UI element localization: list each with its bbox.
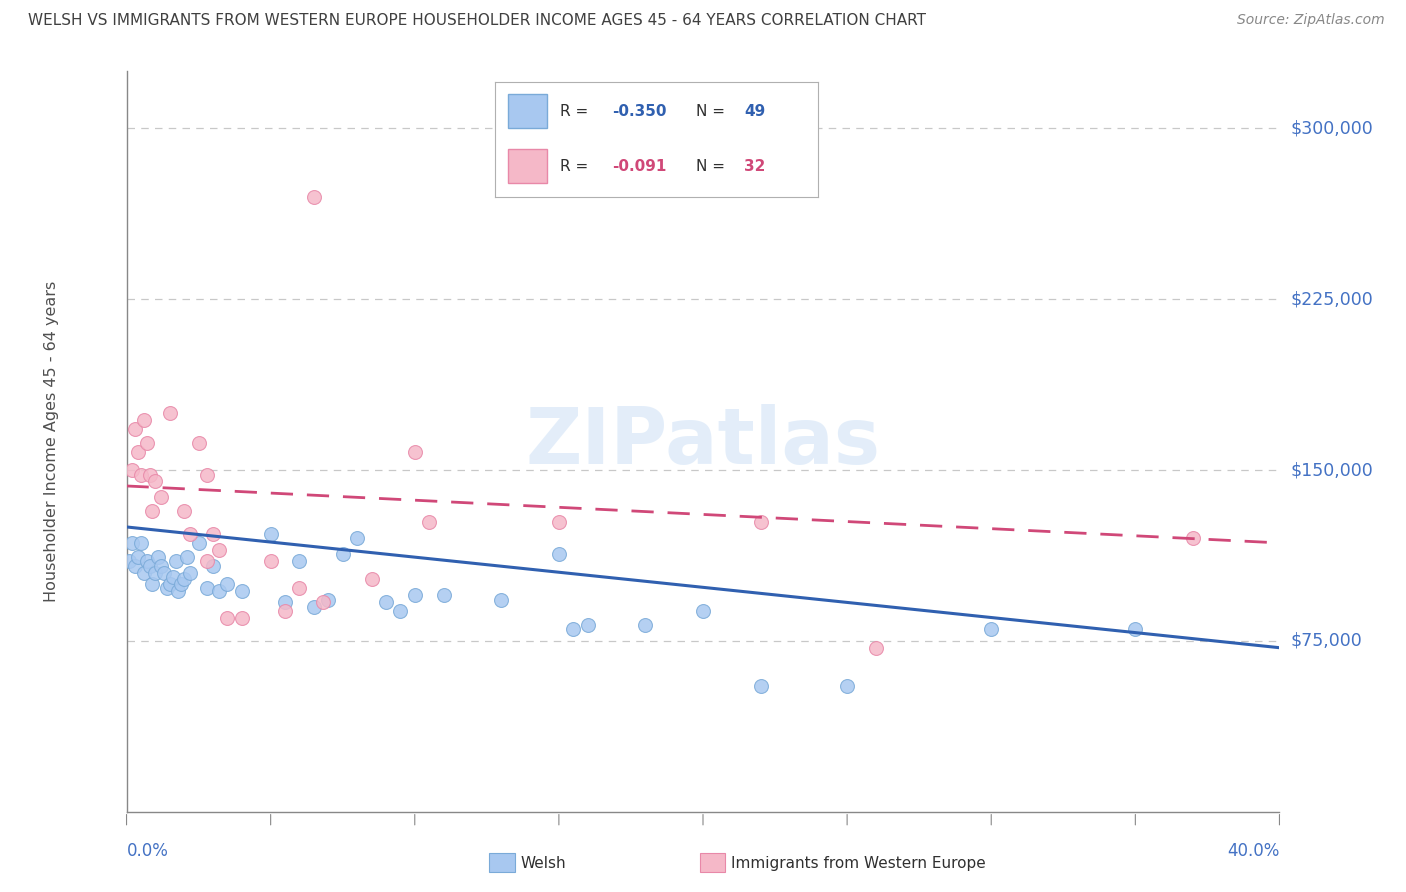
Point	[404, 444, 426, 458]
Point	[187, 435, 209, 450]
Point	[418, 516, 440, 530]
Point	[576, 618, 599, 632]
Point	[217, 577, 239, 591]
Point	[150, 491, 173, 505]
Point	[165, 554, 187, 568]
Point	[167, 583, 190, 598]
Point	[548, 547, 571, 561]
Point	[835, 680, 858, 694]
Text: Immigrants from Western Europe: Immigrants from Western Europe	[731, 856, 986, 871]
Point	[360, 573, 382, 587]
Text: ZIPatlas: ZIPatlas	[526, 403, 880, 480]
Point	[749, 516, 772, 530]
Point	[346, 532, 368, 546]
Point	[138, 467, 160, 482]
Point	[132, 413, 155, 427]
Point	[404, 588, 426, 602]
Point	[274, 595, 297, 609]
Point	[374, 595, 398, 609]
Point	[318, 592, 340, 607]
Point	[118, 554, 141, 568]
Point	[208, 542, 231, 557]
Point	[433, 588, 456, 602]
Point	[195, 582, 218, 596]
Point	[153, 566, 176, 580]
Point	[259, 526, 281, 541]
Point	[562, 623, 585, 637]
Text: $75,000: $75,000	[1291, 632, 1362, 650]
Point	[231, 611, 253, 625]
Point	[187, 536, 209, 550]
Text: $225,000: $225,000	[1291, 290, 1374, 308]
Point	[288, 554, 311, 568]
Point	[127, 444, 149, 458]
Point	[156, 582, 179, 596]
Point	[135, 435, 157, 450]
Point	[150, 558, 173, 573]
Point	[159, 577, 181, 591]
Point	[1123, 623, 1146, 637]
Point	[135, 554, 157, 568]
Point	[176, 549, 198, 564]
Point	[332, 547, 354, 561]
Point	[389, 604, 412, 618]
Point	[141, 504, 163, 518]
Text: Householder Income Ages 45 - 64 years: Householder Income Ages 45 - 64 years	[44, 281, 59, 602]
Point	[121, 463, 143, 477]
Point	[749, 680, 772, 694]
Point	[170, 577, 193, 591]
Point	[145, 475, 166, 489]
Point	[132, 566, 155, 580]
Point	[145, 566, 166, 580]
Text: WELSH VS IMMIGRANTS FROM WESTERN EUROPE HOUSEHOLDER INCOME AGES 45 - 64 YEARS CO: WELSH VS IMMIGRANTS FROM WESTERN EUROPE …	[28, 13, 927, 29]
Point	[202, 526, 225, 541]
Point	[124, 558, 146, 573]
Point	[1181, 532, 1204, 546]
Point	[202, 558, 225, 573]
Point	[302, 189, 325, 203]
Text: Source: ZipAtlas.com: Source: ZipAtlas.com	[1237, 13, 1385, 28]
Point	[692, 604, 714, 618]
Text: 40.0%: 40.0%	[1227, 842, 1279, 860]
Point	[865, 640, 887, 655]
Point	[302, 599, 325, 614]
Text: $150,000: $150,000	[1291, 461, 1374, 479]
Point	[127, 549, 149, 564]
Point	[311, 595, 333, 609]
Point	[259, 554, 281, 568]
Point	[179, 566, 201, 580]
Text: $300,000: $300,000	[1291, 120, 1374, 137]
Point	[141, 577, 163, 591]
Point	[217, 611, 239, 625]
Point	[195, 554, 218, 568]
Point	[159, 406, 181, 420]
Point	[129, 467, 152, 482]
Point	[124, 422, 146, 436]
Point	[173, 504, 195, 518]
Point	[489, 592, 512, 607]
Point	[138, 558, 160, 573]
Point	[162, 570, 184, 584]
Point	[129, 536, 152, 550]
Point	[173, 573, 195, 587]
Point	[548, 516, 571, 530]
Point	[195, 467, 218, 482]
Point	[274, 604, 297, 618]
Point	[288, 582, 311, 596]
Point	[231, 583, 253, 598]
Point	[179, 526, 201, 541]
Point	[121, 536, 143, 550]
Text: Welsh: Welsh	[520, 856, 565, 871]
Point	[208, 583, 231, 598]
Point	[634, 618, 657, 632]
Point	[980, 623, 1002, 637]
Point	[148, 549, 170, 564]
Text: 0.0%: 0.0%	[127, 842, 169, 860]
